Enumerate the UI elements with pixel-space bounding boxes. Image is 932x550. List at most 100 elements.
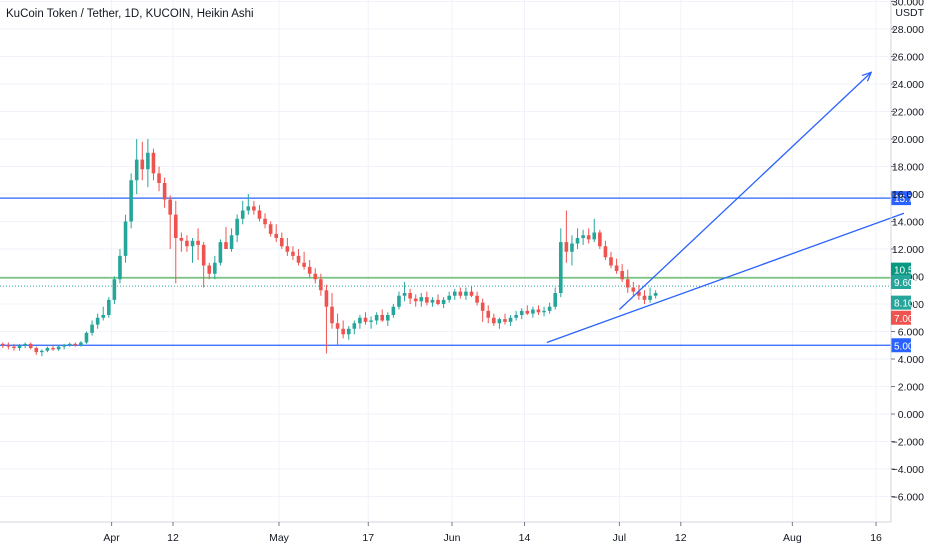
- candle-body: [441, 299, 446, 304]
- candle-body: [319, 279, 323, 291]
- level-label: 5.000: [894, 341, 919, 352]
- candle-body: [213, 262, 217, 274]
- chart-grid: [0, 0, 891, 522]
- candle-body: [268, 224, 273, 234]
- candle-body: [168, 199, 172, 215]
- time-axis[interactable]: Apr 12 May 17 Jun 14 Jul 12 Aug 16: [103, 522, 882, 544]
- candle-body: [240, 210, 245, 219]
- candle-body: [95, 317, 100, 325]
- candle-body: [173, 214, 178, 238]
- candle-body: [575, 238, 580, 244]
- candle-body: [436, 299, 440, 304]
- price-tick-label: 26.000: [892, 52, 924, 64]
- chart-title: KuCoin Token / Tether, 1D, KUCOIN, Heiki…: [6, 8, 254, 20]
- time-tick-label: 12: [675, 532, 687, 544]
- candle-body: [620, 271, 624, 280]
- candle-body: [90, 324, 94, 333]
- candle-body: [151, 152, 156, 174]
- candle-body: [564, 242, 569, 252]
- candle-body: [17, 345, 22, 348]
- candle-body: [480, 302, 485, 311]
- price-marker-label: 10.500: [894, 266, 925, 277]
- candle-body: [45, 348, 50, 351]
- time-tick-label: Aug: [783, 532, 802, 544]
- candle-body: [23, 343, 27, 346]
- candle-body: [408, 293, 412, 299]
- candle-body: [598, 232, 602, 247]
- candle-body: [279, 238, 284, 247]
- candle-body: [486, 310, 491, 318]
- candle-body: [625, 279, 630, 288]
- trend-arrow: [618, 73, 870, 310]
- price-tick-label: 22.000: [892, 107, 924, 119]
- time-tick-label: 17: [362, 532, 374, 544]
- candle-body: [536, 309, 541, 313]
- time-tick-label: 16: [870, 532, 882, 544]
- candle-body: [274, 233, 279, 238]
- candle-body: [631, 287, 636, 292]
- price-tick-label: 0.000: [898, 409, 924, 421]
- candle-body: [514, 315, 518, 318]
- candle-body: [123, 221, 128, 256]
- price-marker-box: [891, 262, 911, 277]
- candle-body: [229, 235, 234, 249]
- candle-body: [553, 293, 558, 307]
- candle-body: [73, 343, 78, 346]
- candle-body: [452, 291, 457, 296]
- candle-body: [341, 328, 345, 335]
- candle-body: [648, 295, 652, 300]
- candle-body: [84, 332, 89, 343]
- candle-body: [352, 323, 357, 329]
- price-tick-label: −2.000: [892, 437, 925, 449]
- candle-body: [235, 218, 239, 236]
- candle-body: [296, 255, 301, 263]
- candle-body: [12, 346, 16, 348]
- candle-body: [6, 345, 11, 347]
- candle-body: [519, 310, 524, 315]
- candle-body: [653, 293, 658, 296]
- candle-body: [218, 242, 223, 263]
- level-label-box: [891, 338, 911, 353]
- candle-body: [464, 291, 468, 296]
- candle-body: [51, 348, 55, 350]
- candle-body: [542, 310, 546, 313]
- candle-body: [190, 240, 195, 247]
- level-label-box: [891, 191, 911, 206]
- candle-body: [224, 242, 228, 249]
- candle-body: [56, 346, 61, 350]
- candle-body: [508, 317, 513, 322]
- candle-body: [469, 291, 474, 296]
- price-tick-label: 4.000: [898, 354, 924, 366]
- candle-body: [497, 319, 502, 324]
- price-axis[interactable]: −6.000 −4.000 −2.000 0.000 2.000 4.000 6.000 8.…: [891, 0, 924, 504]
- candle-body: [34, 348, 39, 353]
- candle-body: [28, 343, 33, 348]
- candle-body: [263, 218, 267, 225]
- candle-body: [185, 240, 189, 247]
- candle-body: [492, 317, 496, 324]
- level-label: 15.700: [894, 194, 925, 205]
- candle-body: [134, 159, 139, 181]
- candle-body: [112, 279, 117, 300]
- candle-body: [129, 180, 133, 222]
- candle-body: [363, 317, 368, 322]
- candle-body: [40, 350, 44, 353]
- candle-body: [603, 246, 608, 258]
- price-tick-label: 14.000: [892, 217, 924, 229]
- candle-body: [285, 246, 290, 252]
- candle-body: [291, 251, 295, 256]
- candle-body: [380, 315, 385, 321]
- axes: [0, 0, 892, 523]
- candle-body: [614, 265, 619, 271]
- candle-body: [386, 315, 390, 321]
- candle-body: [531, 309, 535, 314]
- candle-body: [0, 343, 5, 346]
- price-marker-box: [891, 310, 911, 325]
- candle-body: [67, 343, 72, 346]
- candle-body: [592, 232, 597, 240]
- time-tick-label: Jul: [613, 532, 626, 544]
- candle-body: [642, 295, 647, 300]
- price-tick-label: 30.000: [892, 0, 924, 9]
